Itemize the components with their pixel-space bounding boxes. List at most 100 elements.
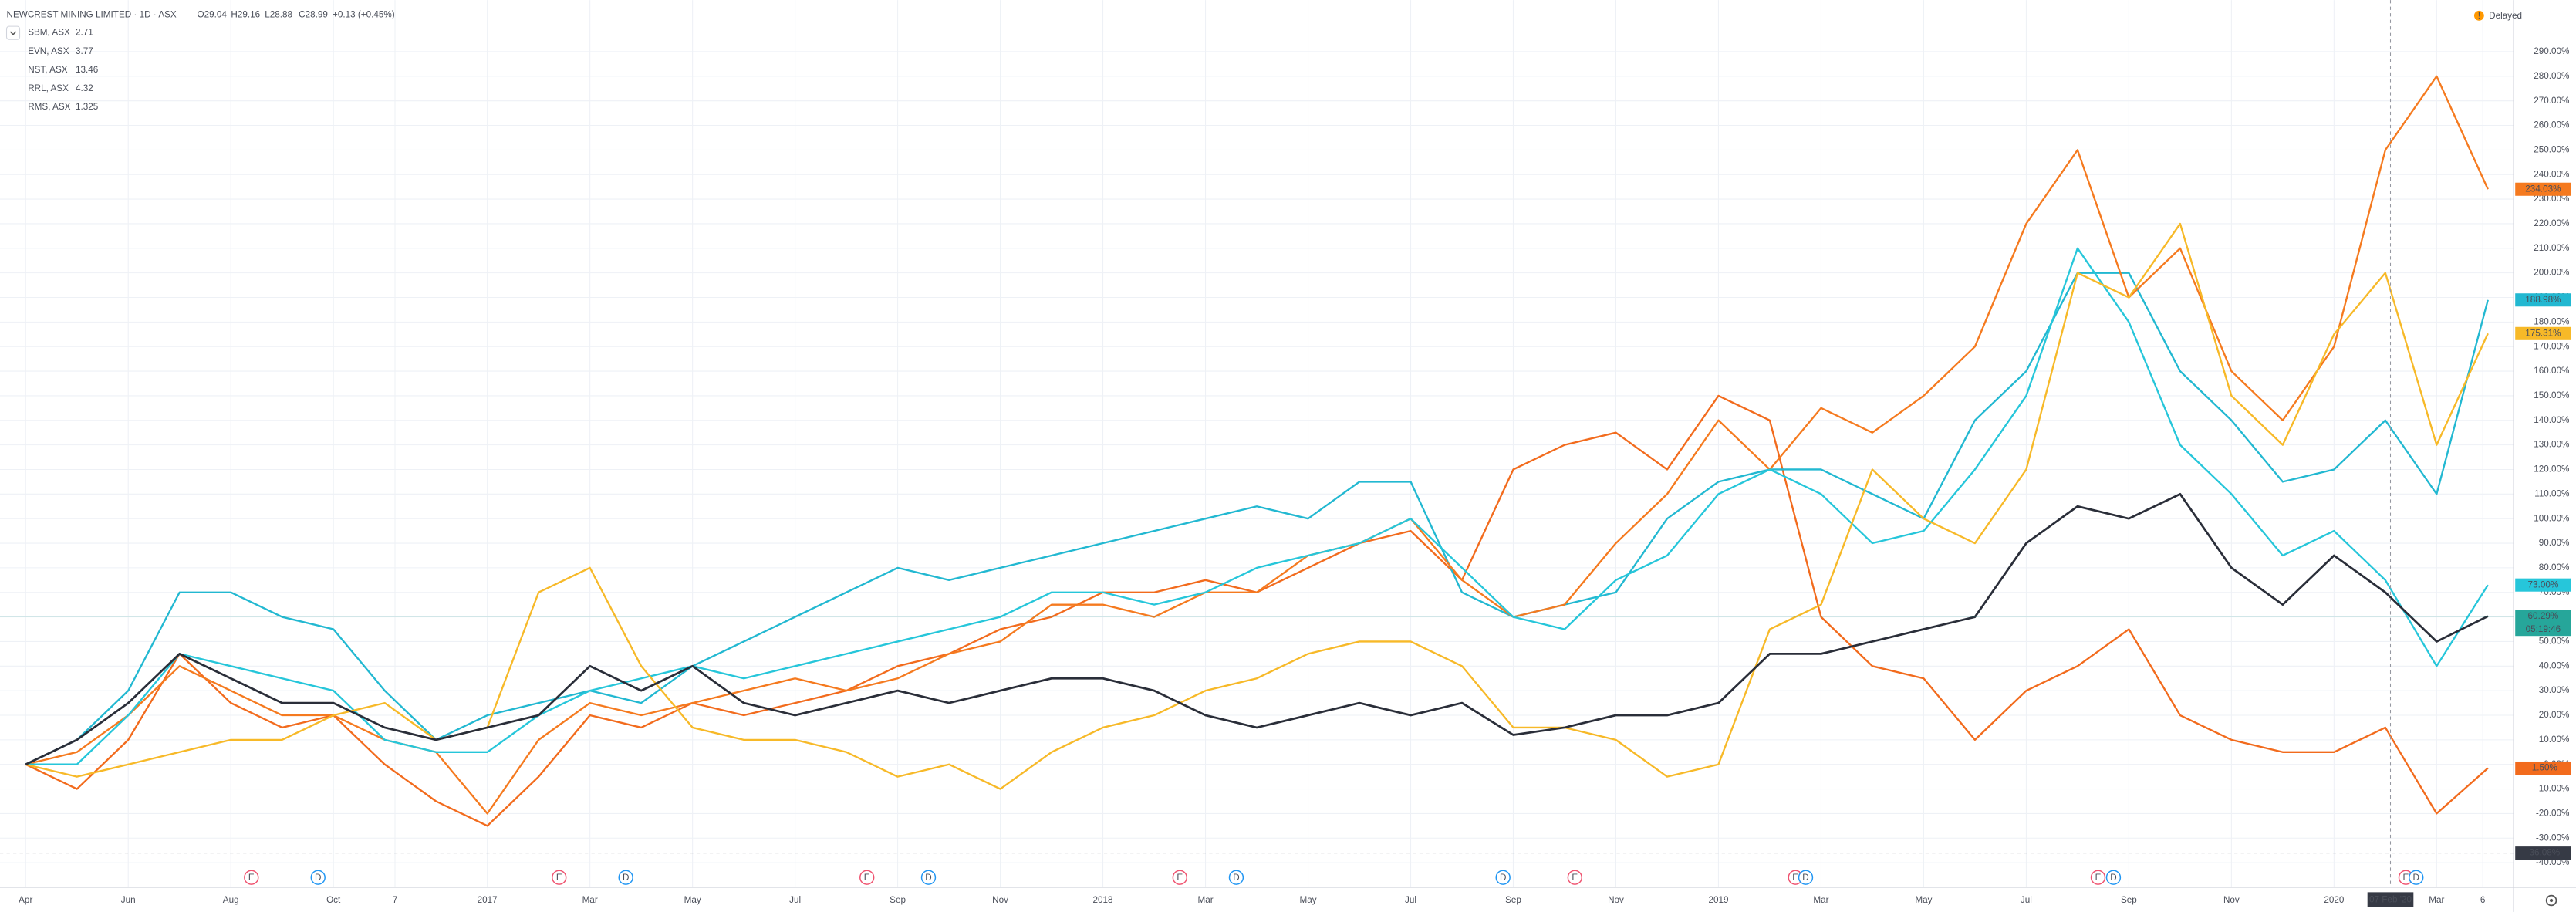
y-tick-label: -10.00% — [2536, 784, 2570, 794]
x-tick-label: 2020 — [2324, 895, 2345, 905]
last-value-tag — [2515, 293, 2571, 307]
y-tick-label: 250.00% — [2534, 144, 2569, 154]
y-tick-label: 20.00% — [2539, 710, 2570, 720]
event-label: D — [2413, 873, 2419, 883]
last-value-label: 188.98% — [2525, 295, 2561, 305]
y-tick-label: 270.00% — [2534, 96, 2569, 106]
event-label: E — [2095, 873, 2102, 883]
x-tick-label: 7 — [393, 895, 398, 905]
legend-toggle[interactable] — [5, 25, 21, 40]
event-marker[interactable] — [618, 870, 633, 885]
x-tick-label: May — [1915, 895, 1932, 905]
legend-name: RRL, ASX — [28, 83, 69, 93]
y-tick-label: 210.00% — [2534, 243, 2569, 253]
event-label: E — [864, 873, 870, 883]
x-tick-label: Jul — [789, 895, 801, 905]
x-tick-label: Aug — [223, 895, 239, 905]
gear-center — [2549, 898, 2554, 903]
y-tick-label: 180.00% — [2534, 316, 2569, 326]
event-marker[interactable] — [859, 870, 875, 885]
event-label: D — [1500, 873, 1506, 883]
y-tick-label: 220.00% — [2534, 218, 2569, 228]
y-tick-label: 240.00% — [2534, 169, 2569, 179]
last-value-tag — [2515, 182, 2571, 196]
y-tick-label: 280.00% — [2534, 71, 2569, 81]
y-tick-label: -20.00% — [2536, 809, 2570, 819]
last-value-tag — [2515, 326, 2571, 340]
delayed-badge[interactable]: ! Delayed — [2473, 10, 2522, 21]
event-marker[interactable] — [244, 870, 259, 885]
x-tick-label: Mar — [582, 895, 598, 905]
event-marker[interactable] — [1567, 870, 1582, 885]
x-tick-label: Sep — [1505, 895, 1521, 905]
event-marker[interactable] — [2105, 870, 2122, 885]
chevron-icon — [9, 31, 17, 35]
x-tick-label: Jun — [121, 895, 136, 905]
x-tick-label: Oct — [326, 895, 341, 905]
gear — [2545, 894, 2557, 907]
series-line — [25, 247, 2489, 765]
x-tick-label: Jul — [2021, 895, 2032, 905]
event-label: D — [315, 873, 321, 883]
settings-icon[interactable] — [2545, 894, 2557, 907]
ohlc-value: +0.13 (+0.45%) — [333, 9, 395, 19]
x-tick-label: Mar — [2429, 895, 2444, 905]
crosshair-y-label: -36.08% — [2527, 848, 2561, 858]
y-tick-label: 150.00% — [2534, 390, 2569, 400]
event-label: E — [248, 873, 255, 883]
event-label: D — [623, 873, 629, 883]
event-marker[interactable] — [1172, 870, 1187, 885]
last-value-label: 60.29% — [2528, 611, 2559, 621]
legend-price: 1.325 — [76, 102, 99, 112]
y-tick-label: 10.00% — [2539, 735, 2570, 745]
last-value-tag — [2515, 761, 2571, 775]
legend-name: RMS, ASX — [28, 102, 70, 112]
legend-price: 3.77 — [76, 46, 93, 56]
x-tick-label: Mar — [1813, 895, 1828, 905]
ohlc-value: H29.16 — [231, 9, 260, 19]
time-tag — [2515, 623, 2571, 637]
last-value-tag — [2515, 610, 2571, 623]
y-tick-label: 100.00% — [2534, 513, 2569, 523]
legend-name: NST, ASX — [28, 65, 68, 75]
x-tick-label: Sep — [890, 895, 906, 905]
y-tick-label: 200.00% — [2534, 268, 2569, 278]
y-tick-label: 130.00% — [2534, 440, 2569, 450]
event-marker[interactable] — [552, 870, 567, 885]
legend-price: 2.71 — [76, 28, 93, 38]
y-tick-label: 160.00% — [2534, 366, 2569, 376]
last-value-label: 234.03% — [2525, 184, 2561, 194]
y-tick-label: 30.00% — [2539, 685, 2570, 695]
legend-price: 13.46 — [76, 65, 98, 75]
x-tick-label: Mar — [1197, 895, 1213, 905]
plot — [25, 75, 2489, 827]
event-marker[interactable] — [1798, 870, 1814, 885]
event-marker[interactable] — [2090, 870, 2106, 885]
series-line — [25, 492, 2489, 765]
y-tick-label: 260.00% — [2534, 120, 2569, 130]
last-value-label: 175.31% — [2525, 328, 2561, 338]
event-marker[interactable] — [310, 870, 326, 885]
chart-title: NEWCREST MINING LIMITED · 1D · ASX — [7, 9, 177, 19]
event-marker[interactable] — [2409, 870, 2424, 885]
x-tick-label: Apr — [19, 895, 32, 905]
crosshair-y-tag — [2515, 846, 2571, 860]
ohlc-value: C28.99 — [299, 9, 328, 19]
last-value-tag — [2515, 578, 2571, 592]
event-label: E — [2403, 873, 2409, 883]
event-marker[interactable] — [1495, 870, 1511, 885]
x-tick-label: Jul — [1405, 895, 1416, 905]
delayed-icon — [2473, 10, 2484, 21]
event-label: D — [1802, 873, 1808, 883]
event-label: D — [2110, 873, 2116, 883]
legend-name: SBM, ASX — [28, 28, 70, 38]
x-tick-label: 6 — [2480, 895, 2486, 905]
time-label: 05:19:46 — [2526, 624, 2561, 634]
event-marker[interactable] — [1228, 870, 1244, 885]
x-tick-label: 2019 — [1708, 895, 1728, 905]
event-label: D — [925, 873, 931, 883]
event-marker[interactable] — [920, 870, 937, 885]
